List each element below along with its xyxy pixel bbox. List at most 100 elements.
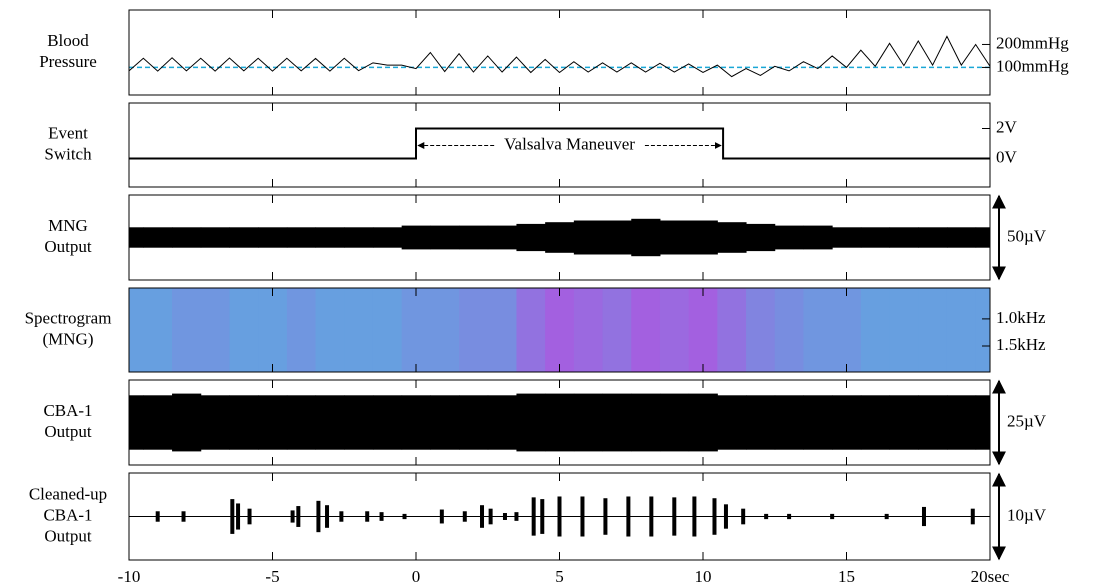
- spectrogram-cell: [488, 288, 517, 372]
- signal-envelope: [574, 394, 603, 452]
- spectrogram-cell: [803, 288, 832, 372]
- pressure-line: [129, 36, 990, 76]
- spectrogram-cell: [746, 288, 775, 372]
- signal-envelope: [689, 394, 718, 452]
- signal-envelope: [129, 227, 144, 247]
- signal-envelope: [803, 395, 832, 449]
- scale-label: 25µV: [1007, 411, 1047, 430]
- y-tick-label: 1.0kHz: [996, 308, 1046, 327]
- burst: [971, 509, 975, 525]
- burst: [325, 505, 329, 528]
- signal-envelope: [947, 227, 976, 247]
- signal-envelope: [918, 395, 947, 449]
- panel-label: MNG: [48, 216, 88, 235]
- signal-envelope: [861, 227, 890, 247]
- burst: [649, 496, 653, 536]
- signal-envelope: [660, 394, 689, 452]
- signal-envelope: [890, 395, 919, 449]
- panel: Valsalva Maneuver: [129, 129, 990, 159]
- signal-envelope: [516, 224, 545, 251]
- annotation: Valsalva Maneuver: [504, 134, 635, 153]
- signal-envelope: [775, 226, 804, 250]
- burst: [156, 511, 160, 521]
- burst: [489, 509, 493, 525]
- signal-envelope: [373, 395, 402, 449]
- signal-envelope: [603, 394, 632, 452]
- signal-envelope: [488, 395, 517, 449]
- signal-envelope: [172, 227, 201, 247]
- signal-envelope: [402, 226, 431, 250]
- signal-envelope: [316, 227, 345, 247]
- signal-envelope: [488, 226, 517, 250]
- signal-envelope: [459, 395, 488, 449]
- burst: [480, 505, 484, 528]
- burst: [503, 513, 507, 520]
- burst: [380, 512, 384, 521]
- burst: [403, 514, 407, 519]
- panel: [129, 394, 991, 452]
- spectrogram-cell: [918, 288, 947, 372]
- burst: [626, 496, 630, 536]
- burst: [830, 514, 834, 519]
- spectrogram-cell: [689, 288, 718, 372]
- panel: [129, 288, 991, 372]
- y-tick-label: 2V: [996, 117, 1018, 136]
- burst: [787, 514, 791, 519]
- burst: [885, 514, 889, 519]
- burst: [365, 511, 369, 521]
- signal-envelope: [603, 221, 632, 255]
- signal-envelope: [947, 395, 976, 449]
- signal-envelope: [717, 222, 746, 253]
- spectrogram-cell: [402, 288, 431, 372]
- panel-label: CBA-1: [43, 401, 92, 420]
- panel-label: Event: [48, 123, 88, 142]
- panel-label: Pressure: [39, 52, 97, 71]
- burst: [230, 499, 234, 534]
- signal-envelope: [746, 224, 775, 251]
- signal-envelope: [430, 395, 459, 449]
- spectrogram-cell: [516, 288, 545, 372]
- burst: [291, 510, 295, 522]
- x-tick-label: 5: [555, 567, 564, 586]
- panel-label: Output: [44, 422, 92, 441]
- signal-envelope: [545, 394, 574, 452]
- panel-label: Blood: [47, 31, 89, 50]
- y-tick-label: 200mmHg: [996, 33, 1069, 52]
- spectrogram-cell: [717, 288, 746, 372]
- signal-envelope: [832, 227, 861, 247]
- burst: [603, 498, 607, 535]
- signal-envelope: [201, 227, 230, 247]
- spectrogram-cell: [976, 288, 991, 372]
- spectrogram-cell: [660, 288, 689, 372]
- signal-envelope: [545, 222, 574, 253]
- x-tick-label: -10: [118, 567, 141, 586]
- x-tick-label: 0: [412, 567, 421, 586]
- spectrogram-cell: [373, 288, 402, 372]
- burst: [532, 497, 536, 535]
- signal-envelope: [402, 395, 431, 449]
- burst: [182, 511, 186, 521]
- signal-envelope: [430, 226, 459, 250]
- signal-envelope: [803, 226, 832, 250]
- burst: [922, 507, 926, 526]
- burst: [339, 511, 343, 521]
- signal-envelope: [976, 227, 991, 247]
- spectrogram-cell: [229, 288, 258, 372]
- panel: [129, 219, 991, 256]
- spectrogram-cell: [172, 288, 201, 372]
- signal-envelope: [373, 227, 402, 247]
- x-tick-label: 15: [838, 567, 855, 586]
- panel-label: Switch: [44, 144, 92, 163]
- burst: [316, 501, 320, 532]
- y-tick-label: 100mmHg: [996, 56, 1069, 75]
- spectrogram-cell: [344, 288, 373, 372]
- spectrogram-cell: [258, 288, 287, 372]
- signal-envelope: [746, 395, 775, 449]
- panel-label: Output: [44, 237, 92, 256]
- burst: [724, 504, 728, 528]
- spectrogram-cell: [775, 288, 804, 372]
- signal-envelope: [516, 394, 545, 452]
- panel-label: (MNG): [43, 329, 94, 348]
- spectrogram-cell: [129, 288, 144, 372]
- signal-envelope: [631, 394, 660, 452]
